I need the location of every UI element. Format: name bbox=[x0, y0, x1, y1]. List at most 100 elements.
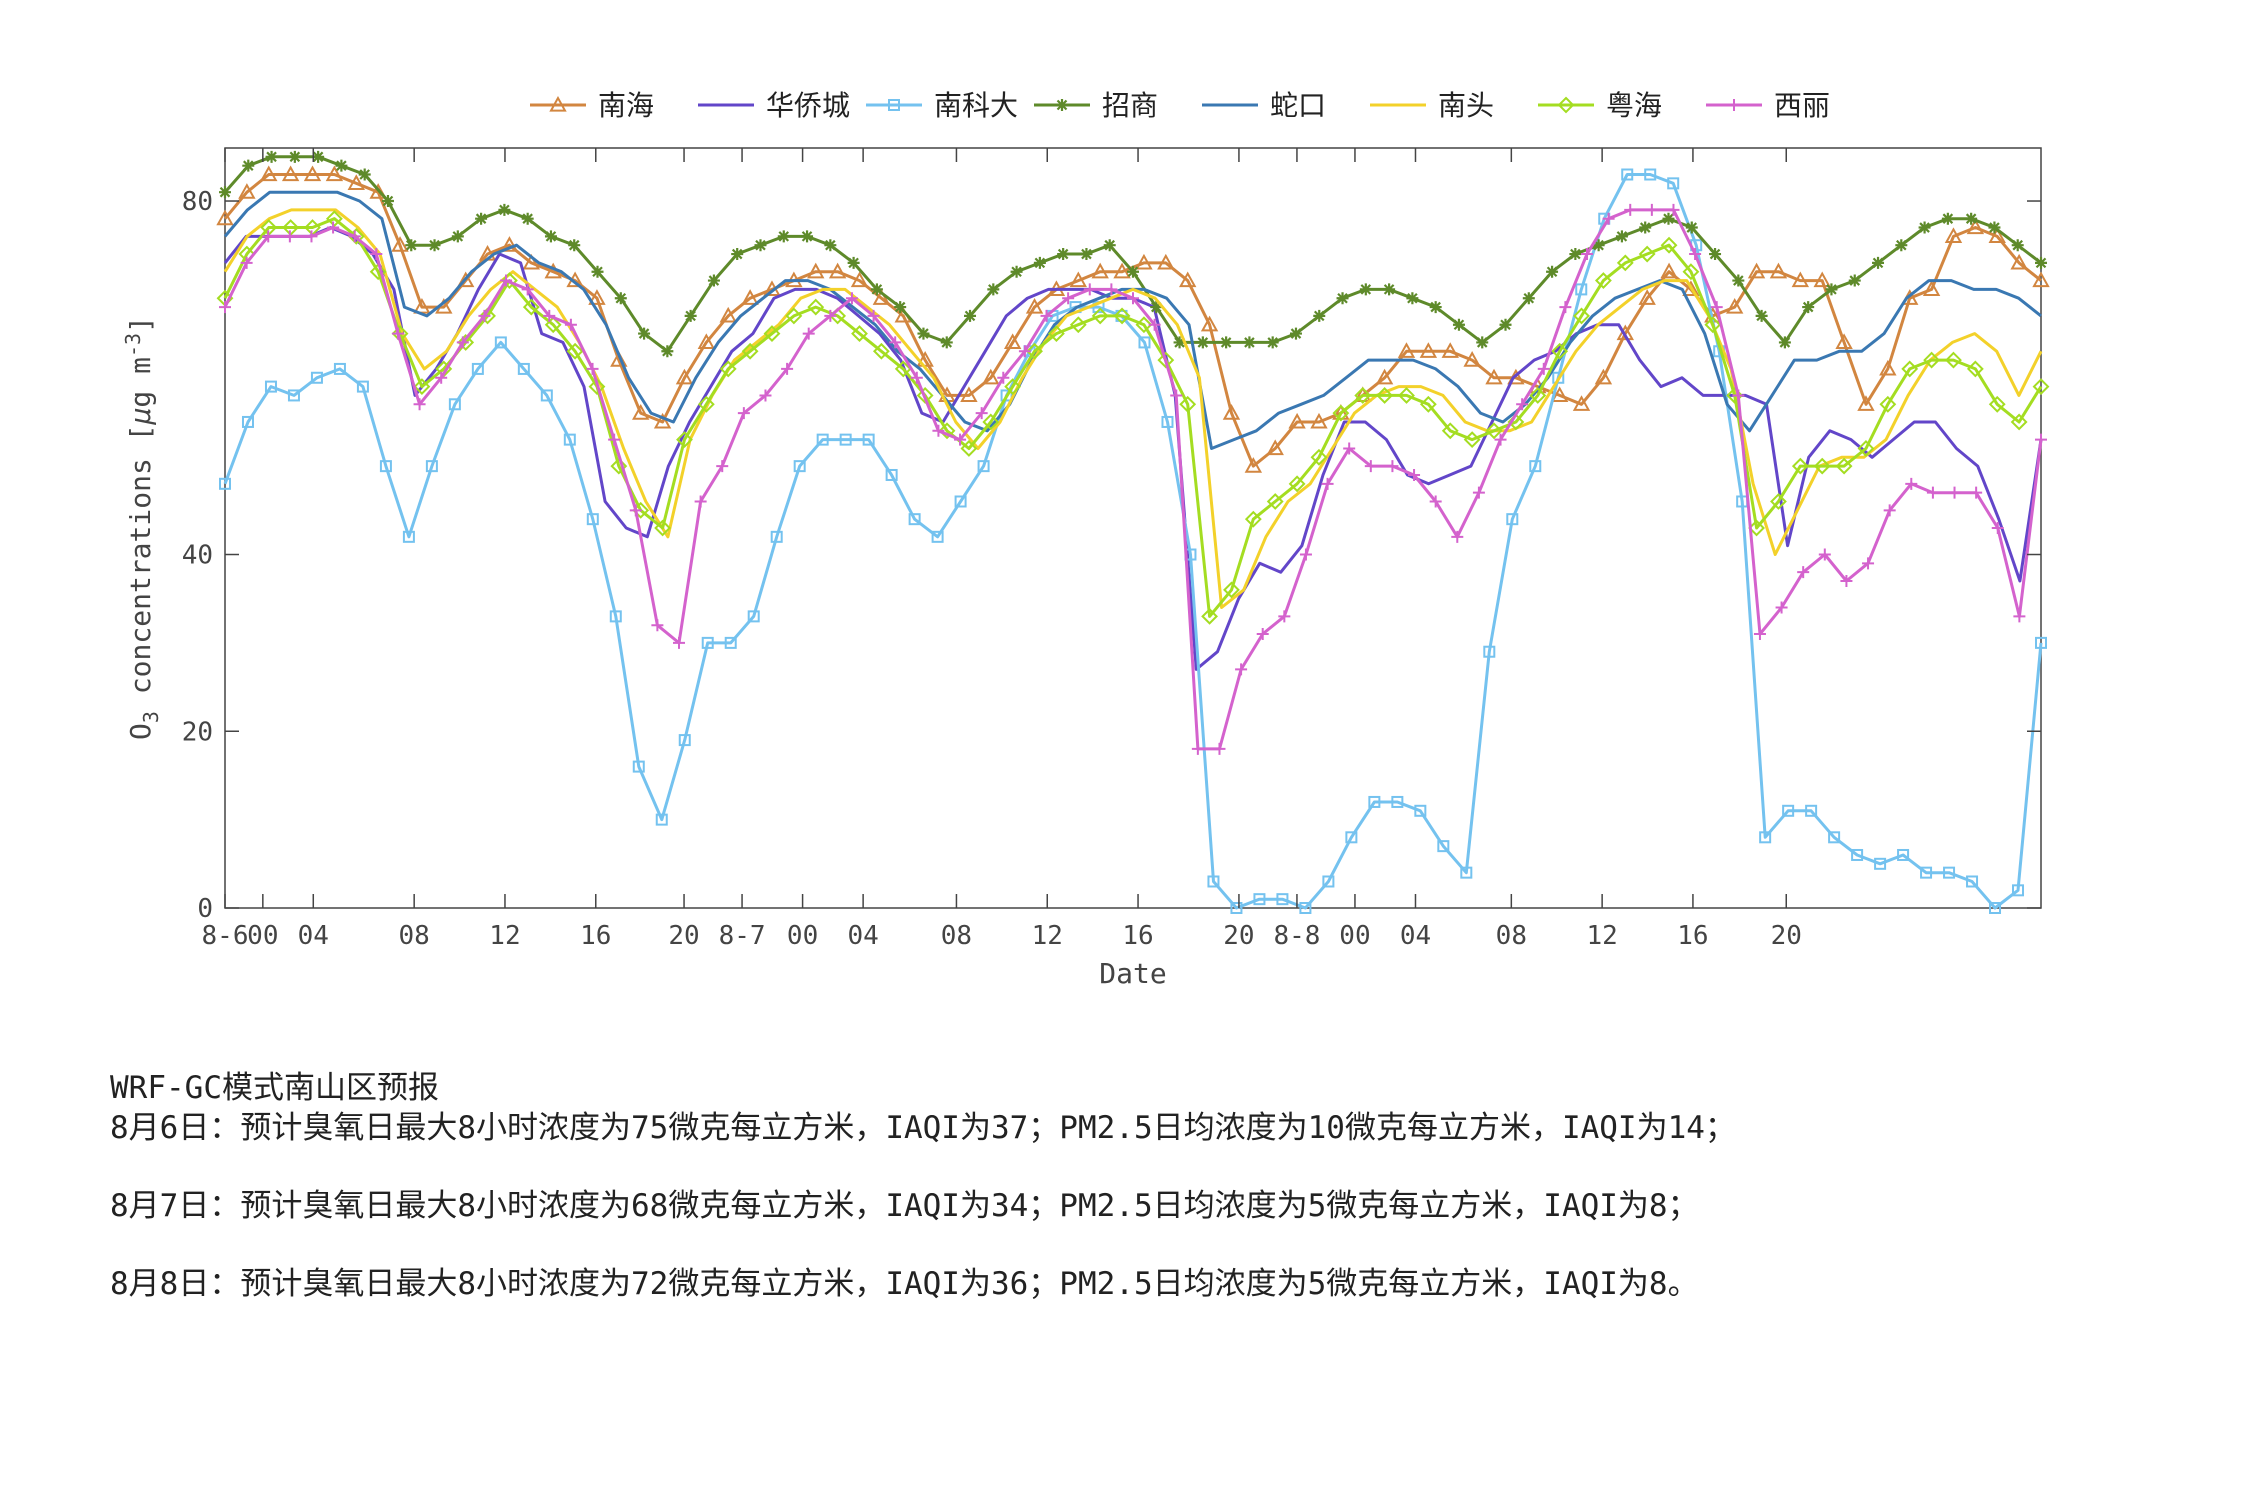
data-point bbox=[894, 301, 907, 314]
data-point bbox=[521, 283, 534, 296]
data-point bbox=[219, 301, 231, 314]
data-point bbox=[494, 336, 507, 349]
data-point bbox=[1069, 316, 1087, 334]
data-point bbox=[1256, 628, 1269, 641]
data-point bbox=[1196, 336, 1209, 349]
data-point bbox=[425, 460, 438, 473]
data-point bbox=[1135, 316, 1153, 334]
notes-line-1: 8月6日：预计臭氧日最大8小时浓度为75微克每立方米，IAQI为37；PM2.5… bbox=[110, 1110, 1736, 1146]
data-point bbox=[1782, 804, 1795, 817]
x-tick-label: 16 bbox=[1677, 921, 1708, 951]
data-point bbox=[240, 256, 253, 269]
data-point bbox=[1575, 283, 1588, 296]
legend-item: 招商 bbox=[1034, 89, 1158, 122]
x-tick-label: 16 bbox=[580, 921, 611, 951]
data-point bbox=[931, 530, 944, 543]
data-point bbox=[1639, 221, 1652, 234]
data-point bbox=[997, 371, 1010, 384]
data-point bbox=[1879, 359, 1897, 376]
data-point bbox=[1660, 262, 1678, 279]
data-point bbox=[544, 316, 562, 334]
data-point bbox=[1243, 336, 1256, 349]
data-point bbox=[1537, 362, 1550, 375]
legend-label: 南科大 bbox=[934, 89, 1018, 122]
notes-title: WRF-GC模式南山区预报 bbox=[110, 1070, 439, 1106]
data-point bbox=[1594, 368, 1613, 385]
data-point bbox=[500, 274, 513, 287]
data-point bbox=[777, 230, 790, 243]
data-point bbox=[1710, 301, 1723, 314]
data-point bbox=[651, 619, 664, 632]
data-point bbox=[1895, 239, 1908, 252]
data-point bbox=[781, 362, 794, 375]
data-point bbox=[1725, 298, 1744, 314]
data-point bbox=[724, 636, 737, 649]
data-point bbox=[801, 230, 814, 243]
legend-label: 蛇口 bbox=[1270, 89, 1326, 122]
data-point bbox=[1918, 221, 1931, 234]
data-point bbox=[1244, 510, 1262, 528]
data-point bbox=[335, 159, 348, 172]
data-point bbox=[1200, 315, 1219, 332]
data-point bbox=[1062, 292, 1075, 305]
y-label-mu: μ bbox=[124, 408, 157, 426]
data-point bbox=[1460, 866, 1473, 879]
data-point bbox=[719, 360, 737, 378]
x-tick-label: 08 bbox=[399, 921, 430, 951]
x-tick-label: 8-6 bbox=[202, 921, 249, 951]
data-point bbox=[219, 477, 231, 490]
x-tick-label: 04 bbox=[298, 921, 329, 951]
data-point bbox=[661, 345, 674, 358]
data-point bbox=[653, 412, 672, 429]
data-point bbox=[654, 519, 672, 537]
data-point bbox=[348, 230, 361, 243]
data-point bbox=[1644, 168, 1657, 181]
data-point bbox=[632, 760, 645, 773]
data-point bbox=[1135, 253, 1153, 270]
data-point bbox=[1178, 271, 1197, 288]
x-tick-label: 12 bbox=[1032, 921, 1063, 951]
data-point bbox=[632, 404, 650, 420]
data-point bbox=[586, 362, 599, 375]
data-point bbox=[391, 236, 409, 252]
data-point bbox=[1364, 460, 1377, 473]
data-point bbox=[456, 336, 469, 349]
data-point bbox=[1375, 368, 1394, 385]
data-point bbox=[498, 203, 511, 216]
data-point bbox=[609, 610, 622, 623]
legend-item: 南海 bbox=[530, 89, 654, 122]
data-point bbox=[1941, 212, 1954, 225]
data-point bbox=[1818, 548, 1831, 561]
data-point bbox=[1778, 336, 1791, 349]
data-point bbox=[517, 362, 530, 375]
data-point bbox=[1573, 307, 1590, 325]
data-point bbox=[1179, 395, 1197, 413]
data-point bbox=[1033, 256, 1046, 269]
data-point bbox=[288, 150, 301, 163]
y-label-rest: concentrations [ bbox=[124, 424, 157, 711]
data-point bbox=[719, 306, 737, 323]
data-point bbox=[325, 165, 344, 182]
data-point bbox=[1276, 893, 1289, 906]
data-point bbox=[1770, 493, 1787, 510]
data-point bbox=[428, 239, 441, 252]
data-point bbox=[1010, 265, 1023, 278]
legend-item: 蛇口 bbox=[1202, 89, 1326, 122]
data-point bbox=[673, 636, 685, 649]
data-point bbox=[1550, 386, 1569, 403]
data-point bbox=[391, 327, 404, 340]
data-point bbox=[1091, 307, 1109, 325]
legend-item: 华侨城 bbox=[698, 89, 850, 122]
data-point bbox=[1463, 351, 1481, 367]
y-label-close: ] bbox=[124, 316, 157, 333]
data-point bbox=[977, 460, 990, 473]
data-point bbox=[1872, 256, 1885, 269]
data-point bbox=[1988, 221, 2001, 234]
data-point bbox=[1732, 274, 1745, 287]
data-point bbox=[1529, 460, 1542, 473]
data-point bbox=[816, 433, 829, 446]
data-point bbox=[1354, 387, 1372, 404]
data-point bbox=[1546, 265, 1559, 278]
data-point bbox=[456, 271, 475, 288]
data-point bbox=[1905, 477, 1918, 490]
